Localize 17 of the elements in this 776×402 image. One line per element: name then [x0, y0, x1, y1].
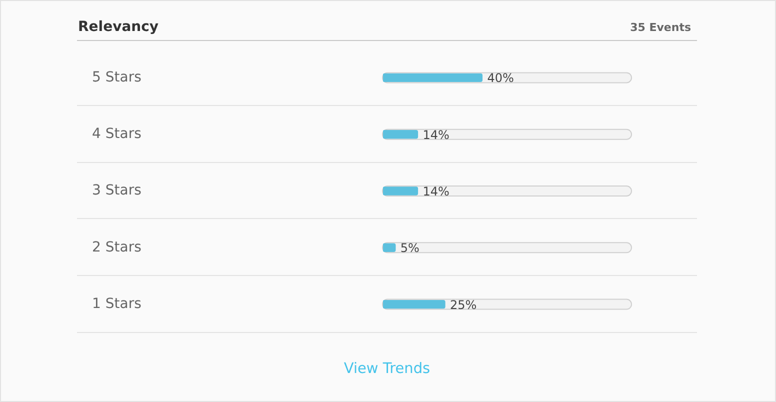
- bar: [383, 243, 396, 252]
- y-tick-label: 2 Stars: [92, 239, 142, 256]
- text: View Trends: [344, 361, 430, 377]
- text: Relevancy: [78, 19, 159, 35]
- data-label: 14%: [422, 128, 450, 142]
- data-label: 14%: [422, 184, 450, 198]
- y-tick-label: 3 Stars: [92, 182, 142, 199]
- bar: [383, 186, 418, 196]
- y-tick-label: 5 Stars: [92, 69, 142, 86]
- y-tick-label: 1 Stars: [92, 296, 142, 312]
- y-tick-label: 4 Stars: [92, 126, 142, 142]
- data-label: 40%: [487, 71, 514, 86]
- bar: [383, 130, 418, 139]
- text: 35 Events: [630, 21, 691, 34]
- data-label: 5%: [400, 241, 420, 256]
- bar: [383, 300, 446, 309]
- data-label: 25%: [450, 298, 477, 312]
